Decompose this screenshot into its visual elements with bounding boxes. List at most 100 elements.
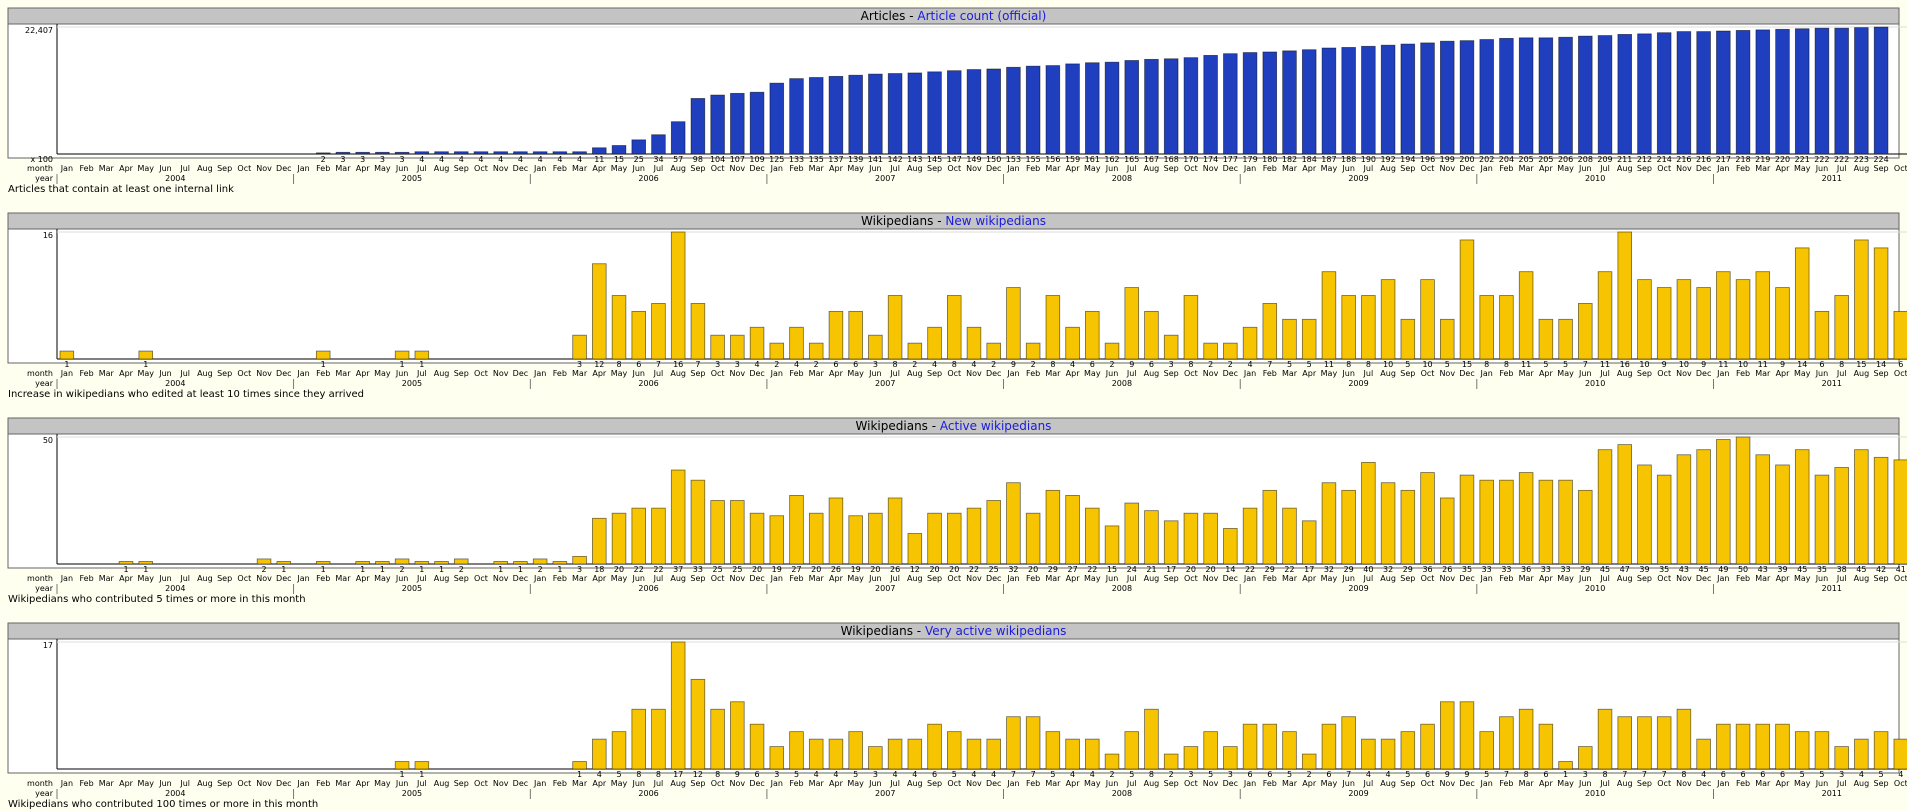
bar (848, 310, 863, 360)
bar (118, 561, 134, 565)
bar (572, 761, 587, 770)
x-tick-label: Oct (711, 164, 725, 173)
bar (670, 469, 686, 565)
x-tick-label: Jan (1480, 779, 1493, 788)
value-label: 2 (1109, 770, 1114, 779)
bar (1617, 716, 1633, 770)
bar (749, 91, 765, 155)
bar (651, 507, 666, 565)
bar (1854, 449, 1869, 565)
footnote: Articles that contain at least one inter… (8, 184, 234, 195)
x-tick-label: Jan (533, 369, 546, 378)
x-tick-label: Apr (119, 164, 134, 173)
x-tick-label: Oct (1657, 574, 1671, 583)
x-tick-label: Jul (1599, 369, 1610, 378)
value-label: 1 (400, 360, 405, 369)
x-tick-label: May (1557, 779, 1574, 788)
bar (1597, 35, 1613, 155)
value-label: 8 (636, 770, 641, 779)
x-tick-label: May (374, 779, 391, 788)
bar (1025, 65, 1041, 155)
value-label: 1 (419, 360, 424, 369)
bar (789, 731, 804, 770)
bar (1203, 54, 1218, 155)
bar (1380, 482, 1396, 565)
value-label: 3 (1188, 770, 1193, 779)
value-label: 4 (459, 155, 464, 164)
year-label: 2010 (1585, 789, 1605, 798)
row-label: year (35, 174, 54, 183)
x-tick-label: Apr (829, 574, 844, 583)
x-tick-label: May (611, 369, 628, 378)
bar (1558, 36, 1573, 155)
x-tick-label: Mar (1519, 779, 1535, 788)
bar (1183, 57, 1199, 155)
x-tick-label: Dec (513, 574, 528, 583)
value-label: 5 (1405, 360, 1410, 369)
x-tick-label: Feb (316, 164, 330, 173)
bar (1558, 761, 1573, 770)
x-tick-label: Aug (1617, 779, 1633, 788)
x-tick-label: Aug (907, 164, 923, 173)
x-tick-label: Mar (572, 164, 588, 173)
value-label: 6 (755, 770, 760, 779)
x-tick-label: Jun (868, 164, 882, 173)
value-label: 220 (1775, 155, 1790, 164)
value-label: 5 (1307, 360, 1312, 369)
x-tick-label: Feb (1736, 164, 1750, 173)
value-label: 29 (1344, 565, 1354, 574)
x-tick-label: Aug (197, 164, 213, 173)
value-label: 1 (518, 565, 523, 574)
x-tick-label: Nov (493, 164, 509, 173)
x-tick-label: Apr (1066, 164, 1081, 173)
value-label: 11 (594, 155, 604, 164)
x-tick-label: Nov (1203, 369, 1219, 378)
x-tick-label: Jun (868, 779, 882, 788)
value-label: 19 (851, 565, 861, 574)
bar (453, 558, 469, 565)
value-label: 35 (1817, 565, 1827, 574)
x-tick-label: Aug (1854, 369, 1870, 378)
value-label: 38 (1837, 565, 1847, 574)
value-label: 29 (1403, 565, 1413, 574)
bar (907, 738, 923, 770)
bar (1025, 716, 1041, 770)
value-label: 4 (597, 770, 602, 779)
x-tick-label: Jun (1341, 779, 1355, 788)
bar (1597, 449, 1613, 565)
value-label: 29 (1580, 565, 1590, 574)
value-label: 2 (538, 565, 543, 574)
bar (1656, 32, 1672, 155)
value-label: 18 (594, 565, 604, 574)
x-tick-label: Nov (730, 574, 746, 583)
bar (1617, 34, 1633, 155)
bar (1203, 342, 1218, 360)
x-tick-label: Aug (434, 164, 450, 173)
x-tick-label: Mar (1282, 779, 1298, 788)
x-tick-label: Apr (1302, 164, 1317, 173)
x-tick-label: Oct (237, 369, 251, 378)
x-tick-label: Mar (1045, 779, 1061, 788)
x-tick-label: Jan (296, 369, 309, 378)
value-label: 1 (419, 770, 424, 779)
bar (1834, 27, 1849, 155)
x-tick-label: May (374, 369, 391, 378)
x-tick-label: Sep (690, 574, 705, 583)
bar (631, 507, 647, 565)
x-tick-label: Dec (1696, 779, 1711, 788)
x-tick-label: Apr (1302, 779, 1317, 788)
value-label: 3 (715, 360, 720, 369)
bar (611, 295, 627, 360)
x-tick-label: Jan (1006, 164, 1019, 173)
x-tick-label: Mar (99, 574, 115, 583)
bar (1144, 708, 1159, 770)
x-tick-label: Jun (868, 369, 882, 378)
value-label: 45 (1797, 565, 1807, 574)
bar (1065, 738, 1080, 770)
year-label: 2005 (402, 584, 422, 593)
bar (1479, 731, 1494, 770)
bar (355, 561, 370, 565)
x-tick-label: Mar (572, 369, 588, 378)
bar (1341, 489, 1356, 565)
value-label: 4 (1090, 770, 1095, 779)
